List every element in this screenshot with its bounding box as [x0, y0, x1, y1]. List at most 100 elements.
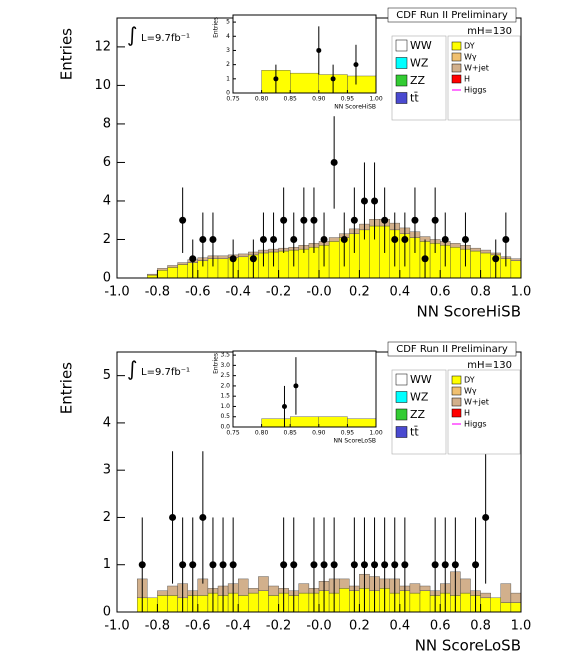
- hist-bar: [157, 590, 168, 596]
- mass-label: mH=130: [467, 26, 512, 37]
- x-tick-label: 0.4: [389, 619, 410, 634]
- legend-swatch: [395, 373, 408, 386]
- data-point: [209, 235, 217, 243]
- x-tick-label: -0.0: [306, 619, 331, 634]
- hist-bar: [217, 255, 229, 259]
- data-point: [401, 561, 409, 569]
- data-point: [360, 197, 368, 205]
- hist-bar: [298, 248, 310, 279]
- hist-bar: [268, 585, 279, 596]
- x-tick-label: -0.6: [185, 285, 210, 300]
- hist-bar: [167, 267, 178, 279]
- hist-bar: [419, 585, 431, 591]
- data-point: [199, 513, 207, 521]
- data-point: [371, 197, 379, 205]
- x-tick-label: 0.4: [389, 285, 410, 300]
- x-tick-label: -0.4: [226, 285, 251, 300]
- plot-frame: [232, 350, 377, 428]
- hist-bar: [347, 418, 377, 428]
- x-tick-label: 0.90: [312, 430, 326, 437]
- data-point: [270, 235, 278, 243]
- data-point: [391, 561, 399, 569]
- data-point: [280, 561, 288, 569]
- legend-label: Higgs: [464, 86, 487, 95]
- legend-label: H: [464, 75, 470, 84]
- hist-bar: [347, 75, 377, 94]
- hist-bar: [510, 602, 522, 613]
- legend-label: W+jet: [464, 64, 489, 73]
- y-axis-title: Entries: [213, 17, 220, 38]
- x-tick-label: 0.85: [284, 96, 298, 103]
- legend-label: Wγ: [464, 53, 477, 62]
- hist-bar: [290, 72, 320, 94]
- data-point: [229, 561, 237, 569]
- x-tick-label: 0.6: [430, 619, 451, 634]
- hist-bar: [147, 597, 158, 613]
- x-tick-label: 1.00: [369, 96, 383, 103]
- hist-bar: [480, 597, 491, 613]
- y-tick-label: 3: [226, 47, 230, 54]
- legend-swatch: [395, 426, 408, 438]
- legend-swatch: [451, 397, 462, 407]
- data-point: [492, 255, 500, 263]
- hist-bar: [237, 595, 249, 613]
- legend-label: Higgs: [464, 420, 487, 429]
- x-tick-label: 0.2: [349, 619, 370, 634]
- hist-bar: [470, 247, 481, 252]
- hist-bar: [248, 592, 259, 613]
- data-point: [330, 561, 338, 569]
- legend-label: WZ: [410, 391, 429, 404]
- y-tick-label: 3.0: [220, 362, 230, 369]
- hist-bar: [409, 592, 421, 613]
- y-axis-title: Entries: [58, 28, 76, 80]
- data-point: [199, 235, 207, 243]
- legend-label: W+jet: [464, 398, 489, 407]
- legend-swatch: [395, 74, 408, 87]
- hist-bar: [500, 602, 512, 613]
- y-tick-label: 3.5: [220, 352, 230, 359]
- hist-bar: [298, 592, 310, 613]
- x-tick-label: 0.6: [430, 285, 451, 300]
- x-tick-label: -0.8: [145, 619, 170, 634]
- x-tick-label: -0.8: [145, 285, 170, 300]
- hist-bar: [237, 256, 249, 279]
- y-tick-label: 1.0: [220, 403, 230, 410]
- label-box: [387, 7, 517, 23]
- data-point: [280, 216, 288, 224]
- legend-swatch: [395, 391, 408, 403]
- data-point: [371, 561, 379, 569]
- x-tick-label: 0.8: [470, 285, 491, 300]
- data-point: [350, 216, 358, 224]
- y-tick-label: 12: [94, 39, 111, 54]
- legend-swatch: [451, 74, 462, 84]
- hist-bar: [500, 583, 512, 603]
- y-tick-label: 0.0: [220, 424, 230, 431]
- data-point: [209, 561, 217, 569]
- x-tick-label: 0.95: [341, 96, 355, 103]
- data-point: [290, 561, 298, 569]
- x-axis-title: NN ScoreLoSB: [333, 438, 376, 445]
- label-box: [387, 341, 517, 357]
- hist-bar: [167, 585, 178, 596]
- hist-bar: [261, 418, 291, 428]
- data-point: [353, 62, 359, 68]
- hist-bar: [339, 588, 350, 613]
- x-tick-label: -1.0: [104, 619, 129, 634]
- data-point: [179, 561, 187, 569]
- data-point: [320, 561, 328, 569]
- data-point: [169, 513, 177, 521]
- hist-bar: [328, 237, 340, 242]
- hist-bar: [419, 590, 431, 613]
- legend-label: H: [464, 409, 470, 418]
- experiment-label: CDF Run II Preliminary: [396, 10, 508, 21]
- legend-label: DY: [464, 42, 475, 51]
- hist-bar: [480, 252, 491, 279]
- hist-bar: [177, 262, 188, 265]
- data-point: [320, 235, 328, 243]
- x-tick-label: 0.80: [255, 96, 269, 103]
- luminosity: L=9.7fb⁻¹: [141, 367, 190, 378]
- hist-bar: [147, 273, 158, 276]
- x-tick-label: 0.85: [284, 430, 298, 437]
- data-point: [441, 561, 449, 569]
